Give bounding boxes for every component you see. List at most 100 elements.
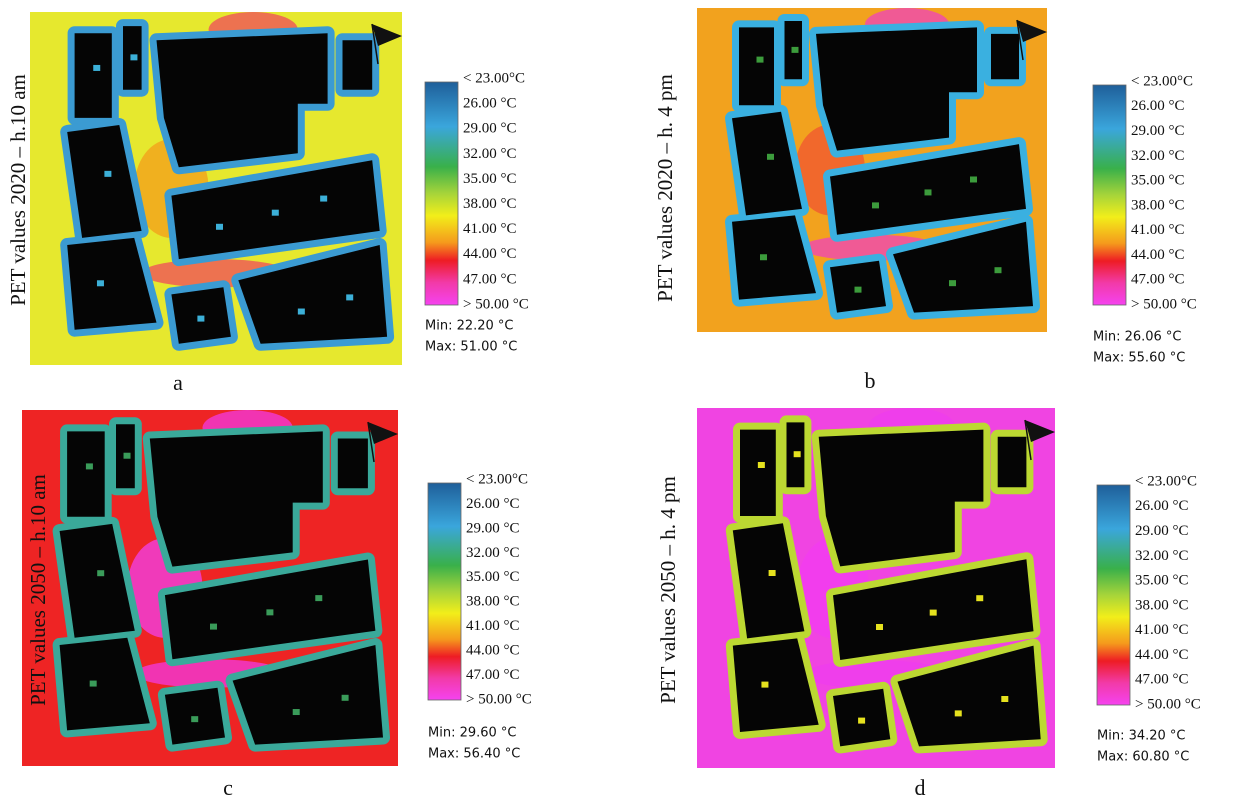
building (997, 436, 1027, 488)
building (171, 287, 231, 344)
panel-label: PET values 2050 – h.10 am (26, 474, 50, 706)
courtyard (858, 717, 866, 724)
courtyard (924, 189, 932, 196)
legend-label: 26.00 °C (1135, 498, 1189, 514)
building (732, 111, 802, 216)
legend-label: 44.00 °C (463, 246, 517, 262)
courtyard (89, 680, 97, 687)
building (342, 40, 373, 90)
north-arrow (1017, 20, 1047, 42)
building (337, 438, 368, 489)
north-arrow-stem (1016, 19, 1024, 61)
legend-label: 35.00 °C (463, 171, 517, 187)
courtyard (954, 710, 962, 717)
map (22, 410, 398, 766)
legend-label: 35.00 °C (1135, 573, 1189, 589)
legend-label: 32.00 °C (1135, 548, 1189, 564)
legend-label: 38.00 °C (463, 196, 517, 212)
courtyard (1001, 696, 1009, 702)
building (897, 645, 1041, 747)
max-value: Max: 56.40 °C (428, 747, 520, 762)
panel: < 23.00°C 26.00 °C 29.00 °C 32.00 °C 35.00 °… (6, 12, 529, 395)
courtyard (341, 694, 349, 701)
building (74, 33, 112, 118)
courtyard (929, 609, 937, 616)
panel-caption: c (223, 775, 233, 800)
legend-label: < 23.00°C (463, 70, 525, 86)
legend-label: > 50.00 °C (1131, 296, 1197, 312)
north-arrow (1025, 420, 1055, 442)
legend-label: 29.00 °C (1131, 123, 1185, 139)
building (164, 687, 225, 745)
panel: < 23.00°C 26.00 °C 29.00 °C 32.00 °C 35.00 °… (653, 8, 1197, 393)
courtyard (297, 308, 305, 315)
courtyard (793, 451, 801, 458)
legend-label: 35.00 °C (1131, 173, 1185, 189)
legend-label: < 23.00°C (466, 471, 528, 487)
legend-label: 47.00 °C (463, 271, 517, 287)
north-arrow-stem (1024, 419, 1032, 461)
legend-label: 41.00 °C (1135, 622, 1189, 638)
legend-label: 29.00 °C (1135, 523, 1189, 539)
courtyard (876, 624, 883, 630)
courtyard (767, 153, 774, 160)
legend-label: 38.00 °C (466, 594, 520, 610)
legend-label: 41.00 °C (463, 221, 517, 237)
building (740, 429, 776, 516)
panel-label: PET values 2050 – h. 4 pm (656, 476, 680, 704)
building (59, 523, 135, 638)
legend-label: 26.00 °C (466, 496, 520, 512)
courtyard (210, 623, 217, 630)
building (156, 33, 328, 168)
min-value: Min: 22.20 °C (425, 319, 514, 334)
legend-label: 35.00 °C (466, 569, 520, 585)
courtyard (123, 452, 131, 459)
courtyard (292, 709, 300, 716)
building (732, 523, 805, 639)
building (732, 638, 819, 732)
legend-label: 38.00 °C (1131, 197, 1185, 213)
courtyard (791, 46, 799, 53)
max-value: Max: 51.00 °C (425, 340, 517, 355)
courtyard (320, 195, 328, 202)
courtyard (756, 56, 764, 63)
building (232, 645, 383, 745)
panel: < 23.00°C 26.00 °C 29.00 °C 32.00 °C 35.00 °… (656, 408, 1201, 800)
legend-label: 29.00 °C (466, 520, 520, 536)
courtyard (97, 570, 105, 577)
legend-label: 47.00 °C (466, 667, 520, 683)
map (697, 408, 1055, 768)
panel-label: PET values 2020 – h. 4 pm (653, 74, 677, 302)
building (732, 215, 816, 300)
building (238, 245, 388, 344)
courtyard (96, 280, 104, 287)
min-value: Min: 29.60 °C (428, 726, 517, 741)
courtyard (949, 280, 956, 287)
legend-label: 44.00 °C (466, 643, 520, 659)
legend-label: 44.00 °C (1135, 647, 1189, 663)
building (59, 637, 150, 731)
panel-label: PET values 2020 – h.10 am (6, 74, 30, 306)
legend-label: 44.00 °C (1131, 247, 1185, 263)
north-arrow-stem (367, 421, 375, 463)
building (164, 559, 376, 660)
courtyard (761, 681, 769, 688)
building (149, 431, 323, 567)
courtyard (994, 267, 1002, 274)
north-arrow (368, 422, 398, 444)
north-arrow (372, 24, 402, 46)
north-arrow-stem (371, 23, 379, 65)
legend-label: 32.00 °C (463, 146, 517, 162)
courtyard (104, 170, 112, 177)
courtyard (197, 315, 205, 322)
min-value: Min: 26.06 °C (1093, 330, 1182, 345)
courtyard (854, 286, 862, 293)
courtyard (757, 462, 765, 468)
courtyard (346, 294, 354, 301)
legend-label: > 50.00 °C (466, 691, 532, 707)
courtyard (315, 595, 323, 602)
legend-label: 32.00 °C (466, 545, 520, 561)
courtyard (191, 716, 199, 723)
legend-label: 38.00 °C (1135, 597, 1189, 613)
